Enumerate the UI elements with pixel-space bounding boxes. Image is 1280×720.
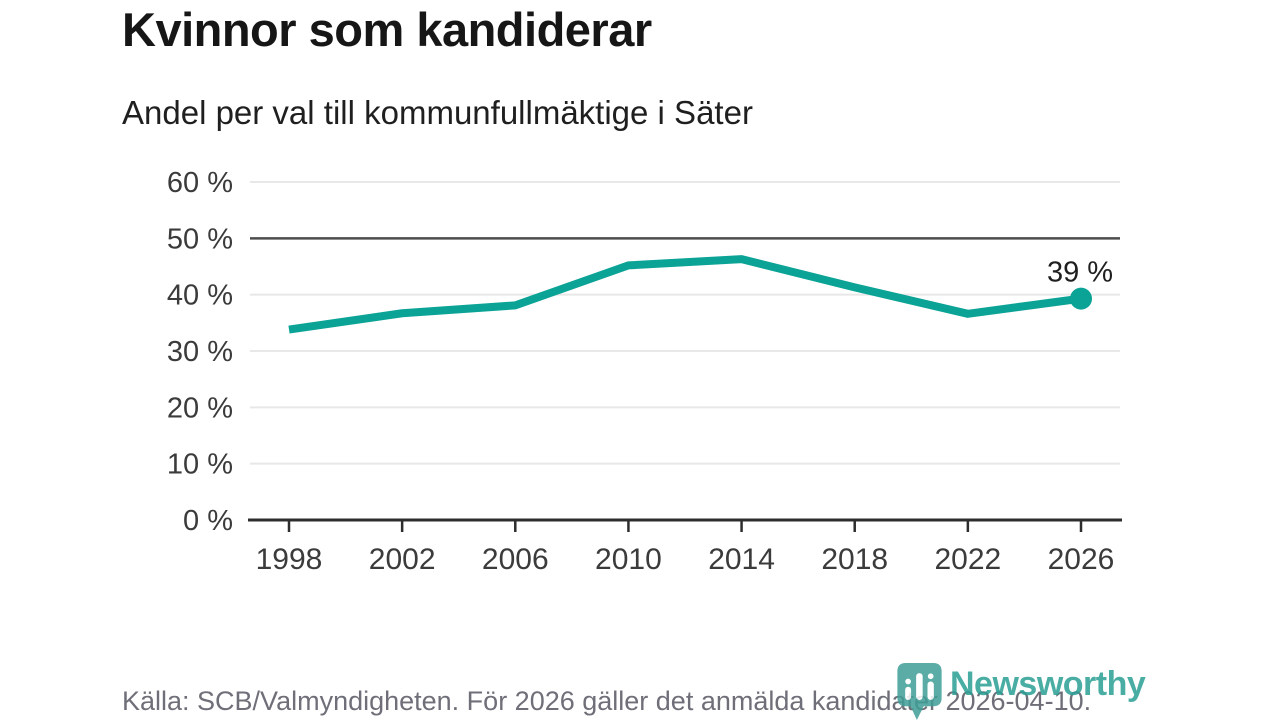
data-line bbox=[288, 255, 1082, 334]
x-tick-label: 1998 bbox=[256, 543, 323, 576]
line-chart-plot: 0 % 10 % 20 % 30 % 40 % 50 % 60 % 1998 2002 2006 2… bbox=[167, 167, 1122, 576]
newsworthy-logo: Newsworthy bbox=[896, 662, 1146, 720]
y-tick-label: 0 % bbox=[183, 505, 233, 537]
x-tick-label: 2022 bbox=[934, 543, 1001, 576]
y-tick-label: 40 % bbox=[167, 280, 233, 312]
value-annotation: 39 % bbox=[1047, 257, 1113, 289]
y-tick-label: 20 % bbox=[167, 392, 233, 424]
y-tick-label: 30 % bbox=[167, 336, 233, 368]
x-tick-label: 2002 bbox=[369, 543, 436, 576]
y-tick-label: 60 % bbox=[167, 167, 233, 199]
bar-chart-pin-icon bbox=[897, 663, 942, 720]
end-point-dot bbox=[1070, 287, 1092, 310]
chart-subtitle: Andel per val till kommunfullmäktige i S… bbox=[122, 94, 753, 131]
y-tick-label: 50 % bbox=[167, 223, 233, 255]
newsworthy-wordmark: Newsworthy bbox=[950, 665, 1146, 703]
x-tick-label: 2010 bbox=[595, 543, 662, 576]
x-tick-label: 2006 bbox=[482, 543, 549, 576]
y-tick-label: 10 % bbox=[167, 449, 233, 481]
x-tick-label: 2014 bbox=[708, 543, 775, 576]
chart-title: Kvinnor som kandiderar bbox=[122, 3, 652, 56]
x-tick-label: 2026 bbox=[1048, 543, 1115, 576]
x-tick-label: 2018 bbox=[821, 543, 888, 576]
